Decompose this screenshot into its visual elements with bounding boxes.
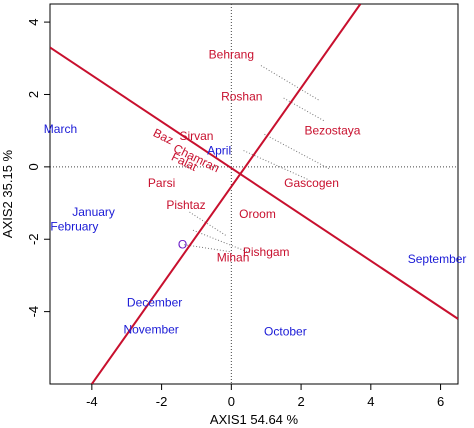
point-label-roshan: Roshan: [221, 89, 262, 103]
point-label-march: March: [44, 122, 77, 136]
point-label-september: September: [408, 252, 467, 266]
point-label-november: November: [123, 323, 178, 337]
axis-line-a: [91, 4, 362, 384]
x-tick-label: -2: [156, 394, 168, 409]
point-label-october: October: [264, 325, 307, 339]
x-axis-label: AXIS1 54.64 %: [210, 412, 299, 427]
y-tick-label: -4: [26, 306, 41, 318]
point-label-behrang: Behrang: [209, 48, 254, 62]
zero-reference-lines: [50, 4, 458, 384]
origin-marker-label: O: [178, 238, 187, 252]
point-label-oroom: Oroom: [239, 207, 276, 221]
axes: -4 -2 0 2 4 6 -4 -2 0 2 4: [26, 18, 444, 409]
projection-line: [189, 211, 227, 237]
projection-line: [283, 97, 326, 123]
origin-marker: O: [178, 238, 187, 252]
point-label-parsi: Parsi: [148, 176, 175, 190]
y-tick-label: 4: [26, 18, 41, 25]
y-tick-label: 2: [26, 91, 41, 98]
projection-line: [184, 244, 232, 253]
point-label-january: January: [72, 205, 115, 219]
projection-lines: [184, 65, 330, 255]
y-tick-label: -2: [26, 233, 41, 245]
point-label-february: February: [50, 220, 98, 234]
y-axis-label: AXIS2 35.15 %: [0, 149, 15, 238]
x-tick-label: 4: [367, 394, 374, 409]
biplot-lines: [50, 4, 458, 384]
point-label-sirvan: Sirvan: [179, 129, 213, 143]
projection-line: [264, 133, 330, 170]
point-labels: BehrangRoshanBezostayaSirvanBazChamranFa…: [44, 48, 467, 339]
point-label-gascogen: Gascogen: [284, 176, 339, 190]
point-label-bezostaya: Bezostaya: [304, 124, 360, 138]
x-tick-label: 6: [437, 394, 444, 409]
y-tick-label: 0: [26, 163, 41, 170]
x-tick-label: -4: [86, 394, 98, 409]
plot-frame: [49, 3, 459, 385]
point-label-mihan: Mihan: [217, 250, 250, 264]
axis-line-b: [50, 46, 458, 320]
point-label-december: December: [127, 296, 182, 310]
projection-line: [260, 65, 319, 101]
point-label-pishtaz: Pishtaz: [166, 198, 205, 212]
point-label-pishgam: Pishgam: [243, 245, 290, 259]
point-label-april: April: [207, 144, 231, 158]
x-tick-label: 0: [228, 394, 235, 409]
x-tick-label: 2: [297, 394, 304, 409]
